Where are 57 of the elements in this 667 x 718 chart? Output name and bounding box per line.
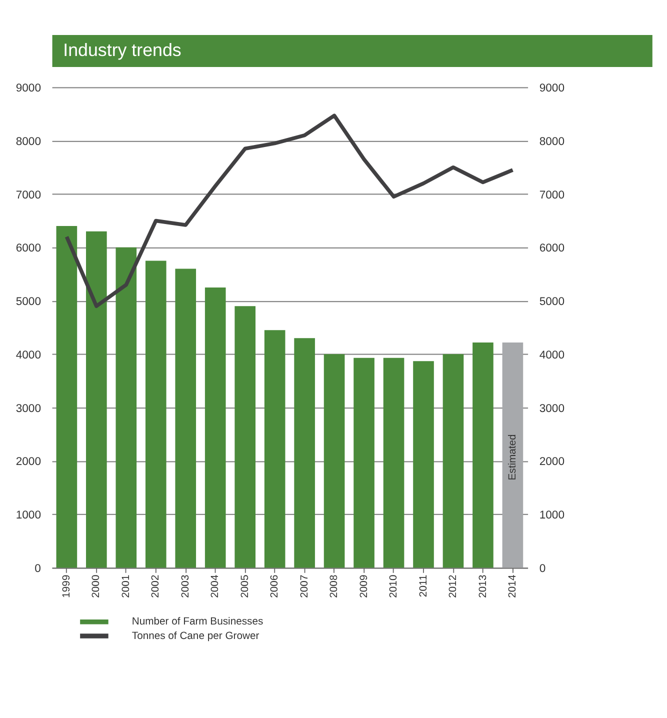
y2-tick-label: 7000	[539, 189, 564, 202]
bar	[116, 247, 137, 568]
chart-title: Industry trends	[63, 40, 182, 60]
bar	[86, 231, 107, 568]
y-tick-label: 6000	[16, 242, 41, 255]
y2-tick-label: 6000	[539, 242, 564, 255]
bar	[204, 287, 226, 568]
legend-label: Number of Farm Businesses	[132, 616, 264, 628]
y2-tick-label: 3000	[539, 402, 564, 415]
bar	[354, 358, 374, 568]
x-tick-label: 2000	[91, 574, 102, 598]
bar	[145, 260, 166, 568]
line-series	[64, 114, 515, 308]
bar	[502, 342, 524, 568]
y-tick-label: 8000	[16, 136, 41, 148]
x-tick-label: 2011	[418, 574, 430, 598]
x-tick-label: 2010	[388, 574, 400, 598]
bar	[324, 354, 345, 568]
y-tick-label: 3000	[16, 402, 41, 415]
legend-label: Tonnes of Cane per Grower	[132, 630, 260, 642]
x-tick-label: 2001	[120, 574, 132, 598]
y2-tick-label: 9000	[539, 82, 564, 94]
bar	[383, 358, 404, 568]
y2-tick-label: 0	[539, 562, 546, 575]
annotation: Estimated	[508, 434, 519, 480]
y2-tick-label: 2000	[539, 456, 564, 468]
x-tick-label: 2014	[508, 574, 519, 598]
bar	[294, 338, 315, 568]
y2-tick-label: 8000	[539, 136, 564, 148]
x-tick-label: 2007	[299, 574, 310, 598]
y-tick-label: 4000	[16, 349, 41, 362]
y-tick-label: 7000	[16, 189, 41, 202]
y-tick-label: 0	[34, 562, 41, 575]
bar	[413, 361, 434, 568]
x-tick-label: 2008	[329, 574, 340, 598]
y2-tick-label: 4000	[539, 349, 564, 362]
y-tick-label: 2000	[16, 456, 41, 468]
bar	[234, 306, 256, 568]
x-tick-label: 2004	[210, 574, 222, 598]
y2-tick-label: 5000	[539, 296, 564, 308]
y-tick-label: 9000	[16, 82, 41, 94]
x-tick-label: 2003	[180, 574, 192, 598]
x-tick-label: 2012	[448, 574, 460, 598]
x-tick-label: 2009	[358, 574, 370, 598]
bar	[442, 354, 464, 568]
y2-tick-label: 1000	[539, 510, 564, 522]
bar	[56, 226, 78, 568]
y-tick-label: 1000	[16, 510, 41, 522]
x-tick-label: 2005	[240, 574, 251, 598]
y-tick-label: 5000	[16, 296, 41, 308]
x-tick-label: 2013	[478, 574, 489, 598]
x-tick-label: 1999	[62, 574, 73, 598]
x-tick-label: 2006	[270, 574, 281, 598]
bar	[264, 330, 286, 568]
bar	[175, 268, 196, 568]
x-tick-label: 2002	[150, 574, 162, 598]
bar	[472, 342, 494, 568]
